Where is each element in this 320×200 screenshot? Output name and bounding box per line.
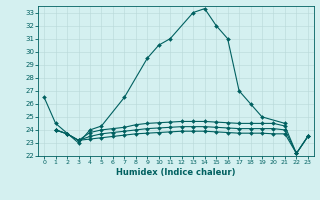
X-axis label: Humidex (Indice chaleur): Humidex (Indice chaleur) bbox=[116, 168, 236, 177]
